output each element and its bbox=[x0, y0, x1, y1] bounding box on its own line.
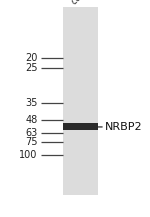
Text: 75: 75 bbox=[25, 137, 38, 147]
Text: 25: 25 bbox=[25, 63, 38, 73]
Text: NRBP2: NRBP2 bbox=[98, 122, 143, 132]
Text: 63: 63 bbox=[25, 128, 38, 138]
Text: 100: 100 bbox=[19, 150, 38, 160]
Text: cerebellum: cerebellum bbox=[69, 0, 114, 7]
Bar bbox=[63, 7, 98, 195]
Text: 20: 20 bbox=[25, 53, 38, 62]
Text: 48: 48 bbox=[25, 115, 38, 125]
Bar bbox=[63, 123, 98, 130]
Text: 35: 35 bbox=[25, 98, 38, 108]
